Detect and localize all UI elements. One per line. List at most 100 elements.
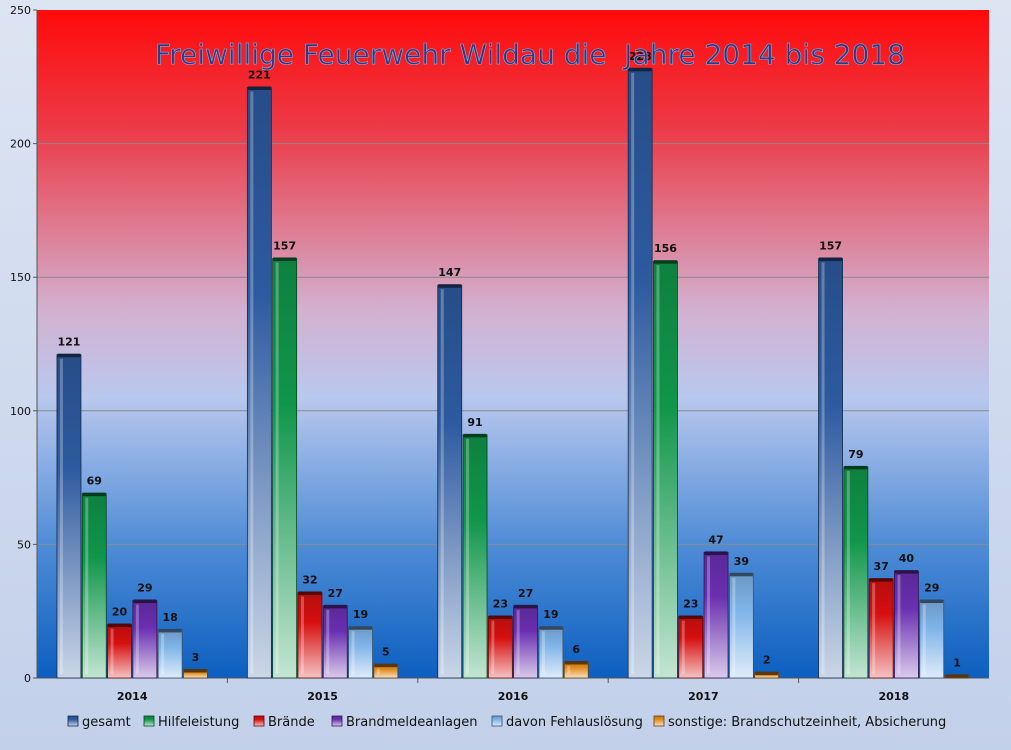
data-label: 37: [873, 560, 888, 573]
data-label: 228: [629, 50, 652, 63]
data-label: 39: [734, 555, 749, 568]
bar-highlight: [300, 596, 304, 674]
legend-swatch: [653, 715, 665, 727]
bar-highlight: [110, 628, 114, 674]
data-labels: 1216920291832211573227195147912327196228…: [57, 50, 960, 670]
bar: [437, 284, 463, 679]
bar: [132, 600, 158, 679]
x-tick-label: 2015: [307, 690, 338, 703]
data-label: 23: [683, 598, 698, 611]
chart-title: Freiwillige Feuerwehr Wildau die Jahre 2…: [155, 38, 905, 71]
bar-cap: [488, 615, 512, 620]
bar: [703, 552, 729, 679]
bar-cap: [920, 599, 944, 604]
y-tick-label: 200: [10, 138, 31, 151]
legend-swatch: [331, 715, 343, 727]
bar: [487, 616, 513, 679]
legend-swatch: [143, 715, 155, 727]
data-label: 3: [192, 651, 200, 664]
x-tick-label: 2018: [878, 690, 909, 703]
data-label: 27: [328, 587, 343, 600]
bar-cap: [133, 599, 157, 604]
bar-cap: [374, 663, 398, 668]
bar-highlight: [275, 262, 279, 674]
bar: [678, 616, 704, 679]
legend-swatch: [67, 715, 79, 727]
bar-cap: [514, 604, 538, 609]
bar: [56, 354, 82, 679]
y-tick-label: 50: [17, 538, 31, 551]
bar-cap: [729, 572, 753, 577]
bar-highlight: [161, 633, 165, 674]
bar-cap: [438, 284, 462, 288]
legend-label: sonstige: Brandschutzeinheit, Absicherun…: [668, 715, 946, 730]
data-label: 1: [953, 656, 961, 669]
bar-cap: [108, 623, 132, 628]
bar: [818, 258, 843, 679]
data-label: 157: [273, 239, 296, 252]
bar: [297, 592, 323, 679]
bar-cap: [679, 615, 703, 620]
legend-label: Brandmeldeanlagen: [346, 715, 478, 730]
bar-highlight: [491, 620, 495, 674]
bar-cap: [323, 604, 347, 609]
bar-cap: [894, 570, 918, 574]
bar-cap: [844, 465, 868, 470]
x-tick-label: 2017: [688, 690, 719, 703]
legend-label: Brände: [268, 715, 315, 730]
bar-cap: [273, 257, 297, 261]
bar-cap: [57, 353, 81, 358]
bar: [538, 626, 564, 679]
x-tick-label: 2014: [117, 690, 148, 703]
bar-cap: [869, 578, 893, 582]
data-label: 29: [137, 582, 152, 595]
bar: [627, 68, 653, 679]
bar-highlight: [326, 609, 330, 674]
y-tick-label: 250: [10, 4, 31, 17]
y-tick-label: 150: [10, 271, 31, 284]
bar: [653, 260, 678, 679]
bar-cap: [349, 626, 373, 630]
legend: gesamt Hilfeleistung Brände Brandmeldeanlag…: [67, 715, 946, 730]
data-label: 157: [819, 239, 842, 252]
bar: [894, 570, 919, 679]
bar-highlight: [250, 91, 254, 675]
data-label: 20: [112, 606, 128, 619]
bar-cap: [755, 671, 779, 676]
legend-swatch: [253, 715, 265, 727]
bar-highlight: [707, 556, 711, 674]
data-label: 5: [382, 646, 390, 659]
data-label: 32: [302, 573, 317, 586]
bar-cap: [82, 492, 106, 497]
bar-highlight: [897, 575, 901, 674]
legend-swatch: [491, 715, 503, 727]
bar-cap: [247, 86, 271, 90]
bar-highlight: [376, 668, 380, 674]
data-label: 79: [848, 448, 863, 461]
bar-highlight: [821, 262, 825, 674]
bar-highlight: [631, 72, 635, 674]
data-label: 23: [493, 598, 508, 611]
bar: [107, 624, 132, 679]
data-label: 2: [763, 654, 771, 667]
bar: [462, 434, 488, 679]
data-label: 91: [467, 416, 482, 429]
bar-cap: [704, 551, 728, 555]
legend-label: davon Fehlauslösung: [506, 715, 643, 730]
bar-highlight: [732, 577, 736, 674]
bar-cap: [564, 660, 588, 665]
bar-highlight: [681, 620, 685, 674]
bar-cap: [183, 668, 207, 673]
legend-label: gesamt: [82, 715, 131, 730]
data-label: 121: [57, 336, 80, 349]
bar-cap: [463, 433, 487, 438]
bar: [157, 629, 183, 679]
bar-highlight: [135, 604, 139, 674]
data-label: 27: [518, 587, 533, 600]
data-label: 6: [572, 643, 580, 656]
bar-highlight: [922, 604, 926, 674]
bar-highlight: [516, 609, 520, 674]
bar-highlight: [466, 438, 470, 674]
bar: [728, 573, 754, 679]
